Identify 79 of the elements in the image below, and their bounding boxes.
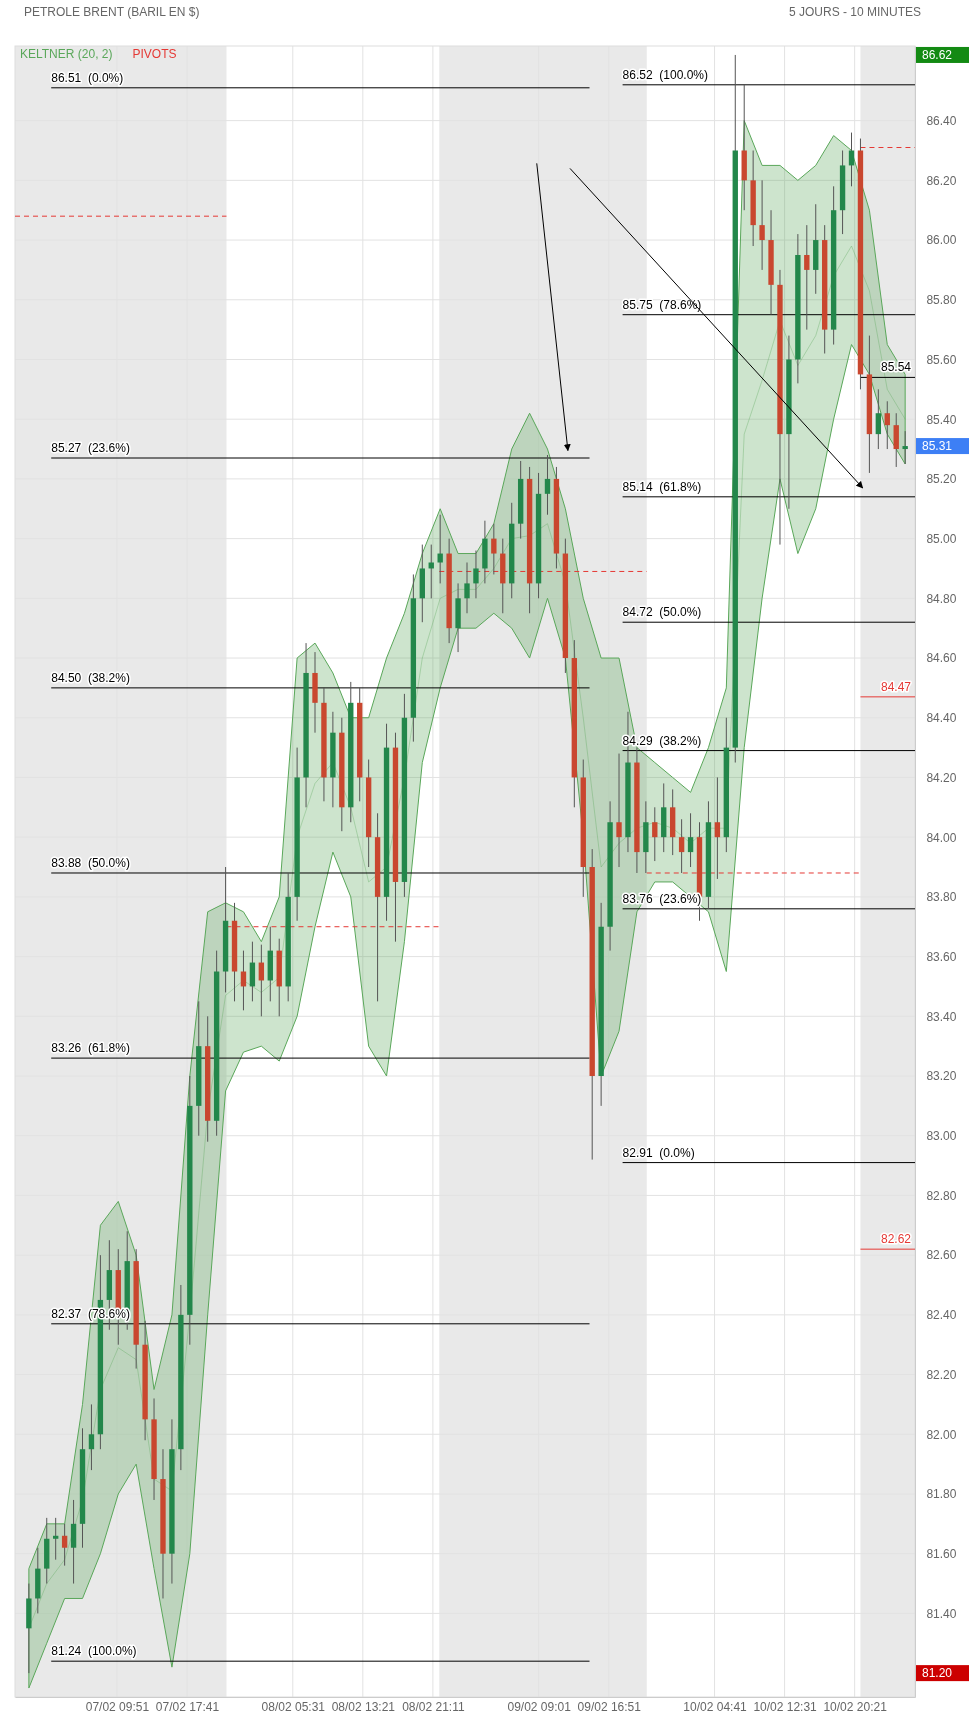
candlestick bbox=[875, 388, 882, 450]
candlestick bbox=[88, 1403, 95, 1471]
data-label: 85.14 (61.8%) bbox=[622, 479, 702, 494]
y-tick-label: 85.40 bbox=[926, 412, 957, 427]
y-tick-label: 82.40 bbox=[926, 1308, 957, 1323]
candlestick bbox=[249, 941, 256, 1002]
candlestick bbox=[678, 818, 685, 874]
candlestick bbox=[804, 224, 810, 331]
data-label: 86.52 (100.0%) bbox=[622, 67, 708, 82]
data-label: 84.50 (38.2%) bbox=[51, 670, 130, 685]
candlestick bbox=[848, 132, 855, 187]
data-label: 83.26 (61.8%) bbox=[51, 1041, 130, 1056]
data-label: 86.51 (0.0%) bbox=[51, 70, 124, 85]
candlestick bbox=[53, 1517, 59, 1561]
y-tick-label: 84.80 bbox=[926, 591, 957, 606]
y-tick-label: 83.40 bbox=[926, 1009, 957, 1024]
candlestick bbox=[902, 430, 908, 465]
candlestick bbox=[491, 523, 497, 575]
candlestick bbox=[616, 753, 622, 868]
y-tick-label: 82.80 bbox=[926, 1188, 957, 1203]
candlestick bbox=[544, 454, 551, 516]
x-tick-label: 10/02 04:41 bbox=[683, 1699, 748, 1714]
data-label: 85.27 (23.6%) bbox=[51, 441, 130, 455]
x-tick-label: 09/02 09:01 bbox=[507, 1699, 572, 1714]
y-tick-label: 85.80 bbox=[926, 293, 957, 308]
y-tick-label: 85.00 bbox=[926, 531, 957, 546]
candlestick bbox=[428, 544, 434, 599]
candlestick bbox=[884, 400, 890, 450]
candlestick bbox=[464, 562, 470, 614]
data-label: 84.29 (38.2%) bbox=[622, 733, 702, 748]
y-tick-label: 83.80 bbox=[926, 890, 957, 905]
y-tick-label: 82.20 bbox=[926, 1367, 957, 1382]
x-tick-label: 10/02 12:31 bbox=[753, 1699, 818, 1714]
x-tick-label: 10/02 20:21 bbox=[823, 1699, 888, 1714]
candlestick bbox=[473, 550, 479, 599]
y-tick-label: 81.60 bbox=[926, 1547, 957, 1562]
y-tick-label: 84.40 bbox=[926, 711, 957, 726]
candlestick bbox=[70, 1499, 77, 1585]
candlestick bbox=[61, 1523, 68, 1567]
candlestick bbox=[893, 412, 899, 468]
candlestick bbox=[714, 776, 721, 880]
y-tick-label: 86.20 bbox=[926, 173, 957, 188]
y-tick-label: 81.80 bbox=[926, 1487, 957, 1502]
y-tick-label: 83.00 bbox=[926, 1129, 957, 1144]
y-tick-label: 86.00 bbox=[926, 233, 957, 248]
y-tick-label: 84.00 bbox=[926, 830, 957, 845]
text: KELTNER (20, 2) bbox=[20, 47, 113, 61]
chart-title: PETROLE BRENT (BARIL EN $) bbox=[24, 5, 200, 19]
y-tick-label: 82.00 bbox=[926, 1427, 957, 1442]
annotation: 81.20 bbox=[922, 1666, 953, 1681]
y-tick-label: 84.20 bbox=[926, 770, 957, 785]
data-label: 82.62 bbox=[880, 1232, 912, 1247]
x-tick-label: 08/02 13:21 bbox=[331, 1699, 396, 1714]
text: PIVOTS bbox=[132, 47, 177, 61]
data-label: 84.47 bbox=[880, 679, 912, 694]
candlestick bbox=[759, 179, 765, 271]
candlestick bbox=[652, 806, 658, 862]
y-tick-label: 84.60 bbox=[926, 651, 957, 666]
x-tick-label: 09/02 16:51 bbox=[577, 1699, 642, 1714]
y-tick-label: 85.60 bbox=[926, 352, 957, 367]
data-label: 84.72 (50.0%) bbox=[622, 605, 702, 620]
y-tick-label: 82.60 bbox=[926, 1248, 957, 1263]
x-tick-label: 08/02 21:11 bbox=[402, 1699, 465, 1714]
x-tick-label: 07/02 17:41 bbox=[155, 1699, 220, 1714]
data-label: 82.91 (0.0%) bbox=[622, 1145, 695, 1160]
x-tick-label: 08/02 05:31 bbox=[261, 1699, 326, 1714]
annotation: 85.31 bbox=[922, 439, 953, 454]
chart-subtitle: 5 JOURS - 10 MINUTES bbox=[788, 5, 921, 19]
y-tick-label: 83.60 bbox=[926, 949, 957, 964]
x-tick-label: 07/02 09:51 bbox=[85, 1699, 150, 1714]
candlestick bbox=[687, 812, 694, 868]
y-tick-label: 85.20 bbox=[926, 472, 957, 487]
data-label: 81.24 (100.0%) bbox=[51, 1644, 137, 1659]
data-label: 85.54 bbox=[880, 360, 912, 375]
y-tick-label: 86.40 bbox=[926, 113, 957, 128]
annotation: 86.62 bbox=[922, 47, 953, 62]
y-tick-label: 83.20 bbox=[926, 1069, 957, 1084]
y-tick-label: 81.40 bbox=[926, 1606, 957, 1621]
data-label: 83.88 (50.0%) bbox=[51, 855, 130, 870]
